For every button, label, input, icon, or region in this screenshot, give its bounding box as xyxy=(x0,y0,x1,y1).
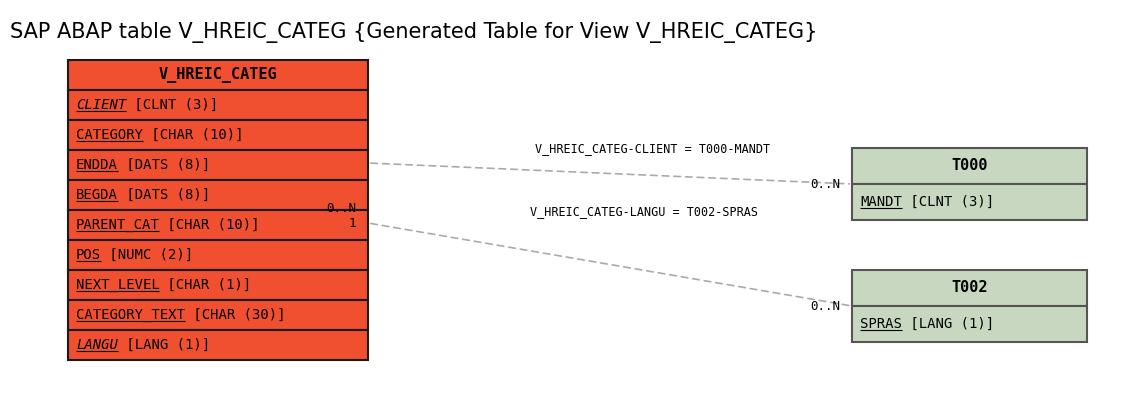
Bar xyxy=(852,184,1087,220)
Bar xyxy=(68,240,368,270)
Bar xyxy=(68,180,368,210)
Bar xyxy=(68,150,368,180)
Text: 0..N: 0..N xyxy=(810,178,840,190)
Text: POS: POS xyxy=(76,248,101,262)
Bar xyxy=(852,270,1087,306)
Text: [CHAR (10)]: [CHAR (10)] xyxy=(142,128,243,142)
Bar xyxy=(68,330,368,360)
Text: [CHAR (30)]: [CHAR (30)] xyxy=(185,308,285,322)
Bar xyxy=(68,270,368,300)
Text: [LANG (1)]: [LANG (1)] xyxy=(901,317,994,331)
Bar xyxy=(68,120,368,150)
Text: BEGDA: BEGDA xyxy=(76,188,118,202)
Text: 0..N: 0..N xyxy=(810,300,840,312)
Bar xyxy=(852,148,1087,184)
Text: [DATS (8)]: [DATS (8)] xyxy=(118,158,210,172)
Text: ENDDA: ENDDA xyxy=(76,158,118,172)
Bar xyxy=(68,60,368,90)
Text: [CHAR (1)]: [CHAR (1)] xyxy=(159,278,251,292)
Text: CATEGORY_TEXT: CATEGORY_TEXT xyxy=(76,308,185,322)
Text: V_HREIC_CATEG: V_HREIC_CATEG xyxy=(159,67,277,83)
Text: MANDT: MANDT xyxy=(860,195,902,209)
Text: CLIENT: CLIENT xyxy=(76,98,127,112)
Text: [NUMC (2)]: [NUMC (2)] xyxy=(101,248,193,262)
Text: SPRAS: SPRAS xyxy=(860,317,902,331)
Text: [CHAR (10)]: [CHAR (10)] xyxy=(159,218,260,232)
Text: T002: T002 xyxy=(952,280,988,296)
Text: [CLNT (3)]: [CLNT (3)] xyxy=(901,195,994,209)
Bar xyxy=(68,210,368,240)
Text: CATEGORY: CATEGORY xyxy=(76,128,143,142)
Text: V_HREIC_CATEG-LANGU = T002-SPRAS: V_HREIC_CATEG-LANGU = T002-SPRAS xyxy=(530,205,758,218)
Bar xyxy=(852,306,1087,342)
Text: LANGU: LANGU xyxy=(76,338,118,352)
Bar xyxy=(68,300,368,330)
Text: NEXT_LEVEL: NEXT_LEVEL xyxy=(76,278,160,292)
Text: PARENT_CAT: PARENT_CAT xyxy=(76,218,160,232)
Text: T000: T000 xyxy=(952,158,988,174)
Text: [DATS (8)]: [DATS (8)] xyxy=(118,188,210,202)
Bar xyxy=(68,90,368,120)
Text: 0..N
1: 0..N 1 xyxy=(326,202,356,230)
Text: [LANG (1)]: [LANG (1)] xyxy=(118,338,210,352)
Text: [CLNT (3)]: [CLNT (3)] xyxy=(126,98,219,112)
Text: V_HREIC_CATEG-CLIENT = T000-MANDT: V_HREIC_CATEG-CLIENT = T000-MANDT xyxy=(535,142,770,155)
Text: SAP ABAP table V_HREIC_CATEG {Generated Table for View V_HREIC_CATEG}: SAP ABAP table V_HREIC_CATEG {Generated … xyxy=(10,22,817,43)
